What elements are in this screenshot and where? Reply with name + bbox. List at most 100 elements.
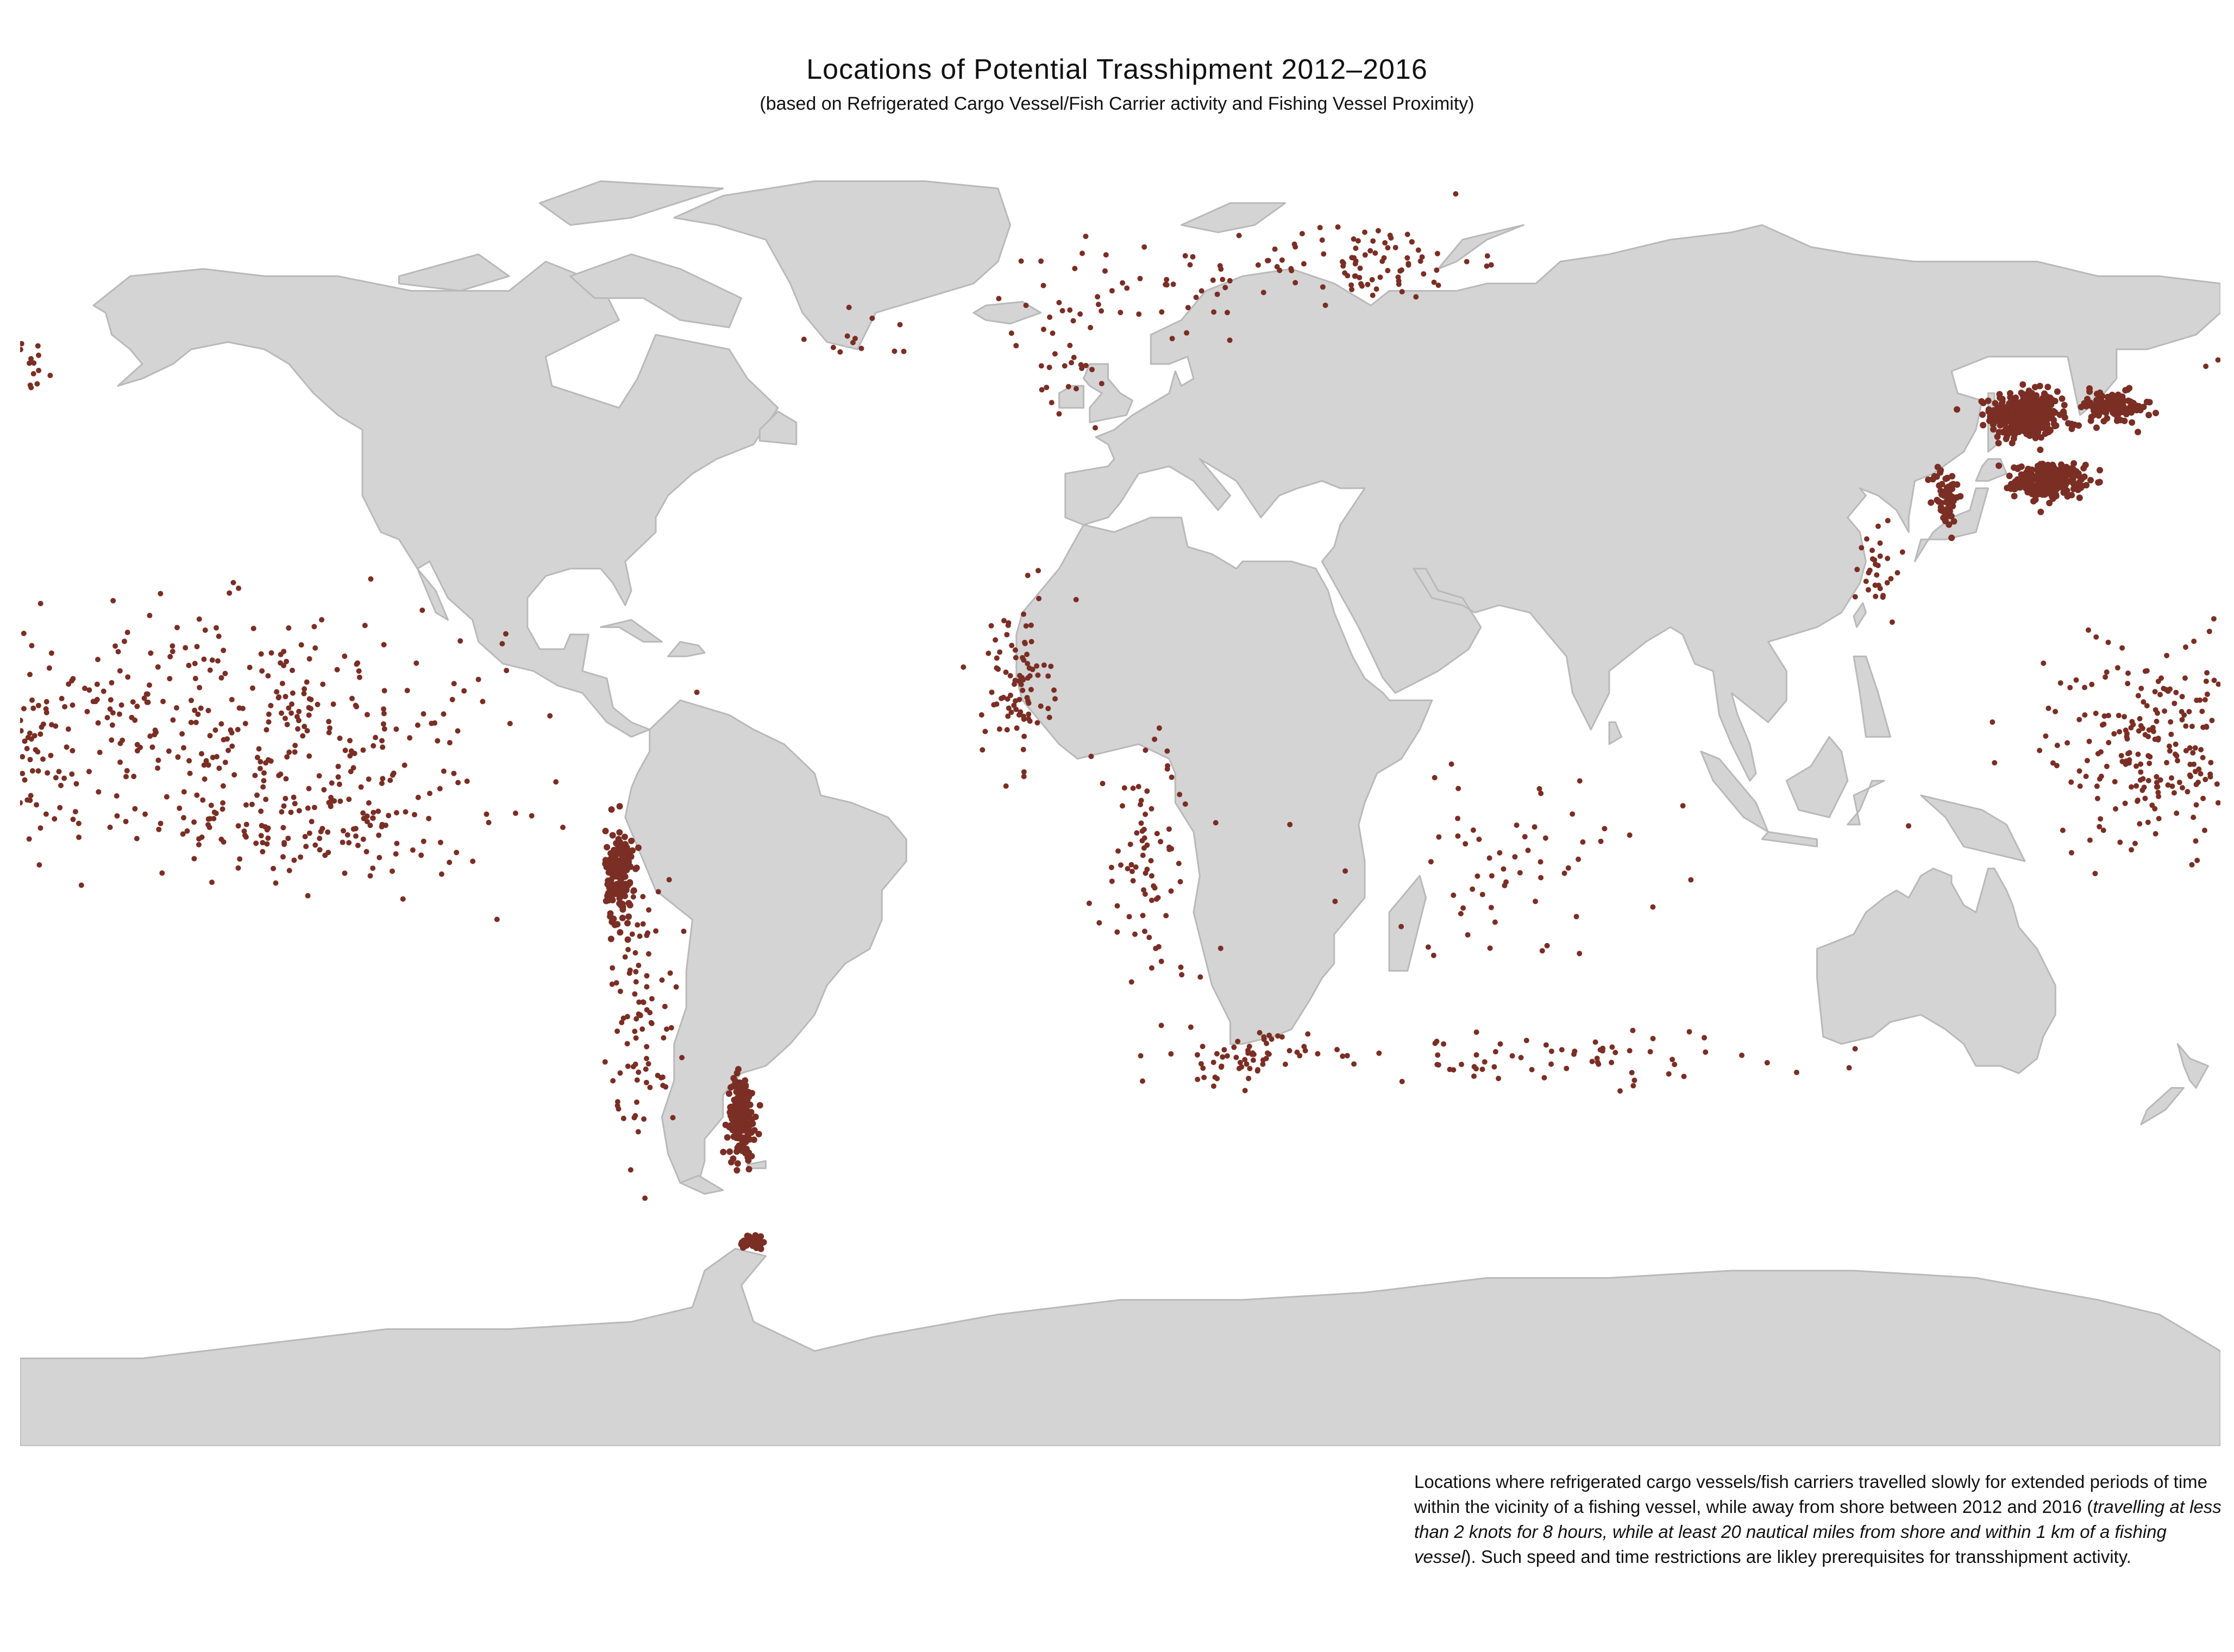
transshipment-point bbox=[266, 711, 272, 717]
transshipment-point bbox=[2054, 763, 2060, 769]
transshipment-point bbox=[170, 717, 176, 723]
transshipment-point bbox=[183, 645, 189, 651]
transshipment-point bbox=[304, 679, 310, 685]
transshipment-point bbox=[607, 935, 614, 943]
transshipment-point bbox=[194, 644, 200, 650]
transshipment-point bbox=[211, 815, 217, 821]
transshipment-point bbox=[731, 1082, 738, 1089]
transshipment-point bbox=[480, 699, 486, 705]
transshipment-point bbox=[730, 1075, 737, 1082]
transshipment-point bbox=[660, 1083, 666, 1089]
transshipment-point bbox=[1436, 834, 1442, 840]
transshipment-point bbox=[209, 657, 215, 663]
transshipment-point bbox=[117, 711, 122, 717]
transshipment-point bbox=[215, 658, 221, 664]
transshipment-point bbox=[2005, 425, 2012, 432]
transshipment-point bbox=[726, 1148, 733, 1155]
transshipment-point bbox=[503, 631, 509, 637]
transshipment-point bbox=[160, 699, 166, 705]
transshipment-point bbox=[2167, 743, 2172, 749]
transshipment-point bbox=[1344, 1053, 1350, 1059]
map-caption: Locations where refrigerated cargo vesse… bbox=[1414, 1469, 2229, 1569]
transshipment-point bbox=[1299, 231, 1305, 237]
transshipment-point bbox=[730, 1133, 737, 1140]
transshipment-point bbox=[1130, 786, 1136, 791]
transshipment-point bbox=[2095, 751, 2101, 757]
transshipment-point bbox=[1351, 1061, 1357, 1067]
transshipment-point bbox=[622, 841, 629, 847]
transshipment-point bbox=[2023, 422, 2030, 429]
transshipment-point bbox=[331, 798, 337, 804]
transshipment-point bbox=[1086, 900, 1092, 906]
transshipment-point bbox=[2068, 779, 2074, 785]
transshipment-point bbox=[166, 748, 172, 754]
transshipment-point bbox=[1598, 838, 1604, 844]
transshipment-point bbox=[1846, 1065, 1852, 1071]
transshipment-point bbox=[354, 661, 360, 667]
transshipment-point bbox=[1225, 1053, 1230, 1059]
cluster-antarctic-peninsula bbox=[738, 1232, 767, 1252]
transshipment-point bbox=[1992, 760, 1998, 766]
transshipment-point bbox=[346, 796, 352, 802]
transshipment-point bbox=[1263, 1056, 1269, 1061]
transshipment-point bbox=[996, 296, 1002, 301]
transshipment-point bbox=[435, 738, 441, 744]
transshipment-point bbox=[451, 770, 457, 776]
transshipment-point bbox=[181, 789, 187, 795]
transshipment-point bbox=[195, 711, 201, 717]
transshipment-point bbox=[1688, 877, 1694, 883]
transshipment-point bbox=[1069, 360, 1074, 366]
transshipment-point bbox=[1869, 556, 1875, 562]
transshipment-point bbox=[611, 873, 618, 880]
transshipment-point bbox=[1143, 748, 1149, 753]
cluster-southern-indian-ocean bbox=[1198, 1027, 1858, 1094]
transshipment-point bbox=[1282, 1061, 1288, 1067]
transshipment-point bbox=[196, 836, 202, 842]
transshipment-point bbox=[625, 913, 632, 920]
transshipment-point bbox=[2208, 759, 2214, 765]
transshipment-point bbox=[602, 827, 609, 834]
land-philippines bbox=[1853, 655, 1891, 738]
transshipment-point bbox=[745, 1122, 752, 1129]
transshipment-point bbox=[995, 666, 1001, 672]
transshipment-point bbox=[202, 627, 208, 633]
caption-italic: travelling at less than 2 knots for 8 ho… bbox=[1414, 1497, 2222, 1567]
transshipment-point bbox=[438, 871, 444, 877]
transshipment-point bbox=[2059, 395, 2066, 402]
transshipment-point bbox=[616, 829, 623, 836]
transshipment-point bbox=[380, 776, 386, 782]
transshipment-point bbox=[645, 1061, 651, 1067]
transshipment-point bbox=[48, 650, 54, 656]
transshipment-point bbox=[1001, 618, 1007, 624]
transshipment-point bbox=[1177, 879, 1183, 884]
transshipment-point bbox=[363, 849, 369, 855]
transshipment-point bbox=[606, 868, 613, 875]
transshipment-point bbox=[1320, 284, 1326, 290]
transshipment-point bbox=[742, 1077, 749, 1084]
land-hokkaido bbox=[1975, 458, 2007, 482]
transshipment-point bbox=[1943, 494, 1950, 501]
transshipment-point bbox=[229, 696, 235, 702]
transshipment-point bbox=[1906, 823, 1911, 829]
transshipment-point bbox=[1355, 238, 1361, 244]
transshipment-point bbox=[1007, 673, 1013, 679]
transshipment-point bbox=[1937, 504, 1944, 511]
transshipment-point bbox=[1004, 632, 1010, 638]
transshipment-point bbox=[1164, 277, 1170, 282]
transshipment-point bbox=[96, 789, 102, 795]
transshipment-point bbox=[619, 903, 626, 910]
transshipment-point bbox=[801, 336, 807, 342]
transshipment-point bbox=[145, 691, 150, 697]
transshipment-point bbox=[2164, 759, 2169, 765]
transshipment-point bbox=[319, 826, 325, 832]
transshipment-point bbox=[633, 1016, 639, 1022]
transshipment-point bbox=[1376, 1050, 1382, 1056]
transshipment-point bbox=[1149, 897, 1154, 903]
transshipment-point bbox=[426, 815, 432, 821]
transshipment-point bbox=[1492, 1049, 1498, 1054]
transshipment-point bbox=[733, 1070, 741, 1077]
transshipment-point bbox=[2070, 486, 2077, 492]
transshipment-point bbox=[1028, 687, 1034, 693]
transshipment-point bbox=[34, 381, 40, 387]
transshipment-point bbox=[418, 852, 424, 858]
